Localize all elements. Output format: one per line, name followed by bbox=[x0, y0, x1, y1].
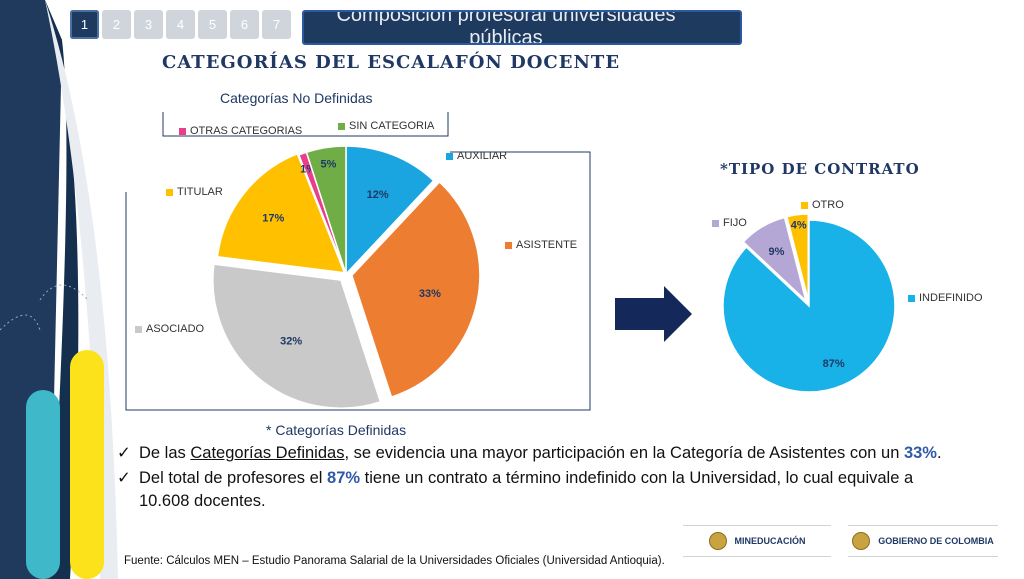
section-heading: CATEGORÍAS DEL ESCALAFÓN DOCENTE bbox=[162, 52, 621, 73]
highlight-value: 87% bbox=[327, 469, 361, 487]
logo-text: GOBIERNO DE COLOMBIA bbox=[878, 536, 994, 546]
checkmark-icon: ✓ bbox=[117, 444, 131, 462]
tab-5[interactable]: 5 bbox=[198, 10, 227, 39]
bullet-text: De las bbox=[139, 444, 191, 462]
bullet-text: . bbox=[936, 444, 942, 462]
page-title: Composición profesoral universidades púb… bbox=[336, 10, 676, 45]
legend-asociado: ASOCIADO bbox=[135, 323, 204, 335]
gobierno-logo: GOBIERNO DE COLOMBIA bbox=[848, 525, 998, 557]
arrow-icon bbox=[615, 286, 692, 342]
tab-1[interactable]: 1 bbox=[70, 10, 99, 39]
legend-swatch bbox=[166, 188, 173, 196]
legend-indefinido: INDEFINIDO bbox=[908, 292, 983, 304]
list-item: ✓ Del total de profesores el 87% tiene u… bbox=[117, 467, 965, 513]
legend-asistente: ASISTENTE bbox=[505, 239, 577, 251]
legend-swatch bbox=[338, 122, 345, 130]
legend-label: ASISTENTE bbox=[516, 239, 578, 251]
title-bar: Composición profesoral universidades púb… bbox=[302, 10, 742, 45]
tab-6[interactable]: 6 bbox=[230, 10, 259, 39]
checkmark-icon: ✓ bbox=[117, 469, 131, 487]
legend-otro: OTRO bbox=[801, 199, 844, 211]
legend-swatch bbox=[712, 219, 719, 227]
pie-slice-asistente bbox=[351, 180, 481, 398]
pie-slice-otro bbox=[785, 213, 809, 301]
legend-label: AUXILIAR bbox=[457, 150, 508, 162]
legend-label: INDEFINIDO bbox=[919, 292, 983, 304]
logo-text: MINEDUCACIÓN bbox=[734, 536, 806, 546]
tab-7[interactable]: 7 bbox=[262, 10, 291, 39]
legend-swatch bbox=[179, 127, 186, 135]
contract-heading: *TIPO DE CONTRATO bbox=[720, 160, 920, 178]
legend-otras-categorias: OTRAS CATEGORIAS bbox=[179, 125, 302, 137]
pie-slice-fijo bbox=[742, 216, 808, 304]
legend-swatch bbox=[505, 241, 512, 249]
pie-slice-titular bbox=[216, 152, 346, 274]
defined-label: * Categorías Definidas bbox=[266, 422, 407, 438]
legend-swatch bbox=[801, 201, 808, 209]
pie-data-label: 87% bbox=[823, 358, 845, 370]
no-defined-label: Categorías No Definidas bbox=[220, 90, 373, 106]
legend-swatch bbox=[446, 152, 453, 160]
pie-data-label: 9% bbox=[768, 246, 784, 258]
mineducacion-logo: MINEDUCACIÓN bbox=[683, 525, 831, 557]
highlight-value: 33% bbox=[903, 444, 937, 462]
bullet-text: Del total de profesores el bbox=[139, 469, 328, 487]
pie-data-label: 32% bbox=[280, 335, 302, 347]
tab-4[interactable]: 4 bbox=[166, 10, 195, 39]
legend-label: FIJO bbox=[723, 217, 747, 229]
legend-swatch bbox=[908, 294, 915, 302]
pie-data-label: 17% bbox=[262, 213, 284, 225]
legend-label: ASOCIADO bbox=[146, 323, 205, 335]
source-note: Fuente: Cálculos MEN – Estudio Panorama … bbox=[124, 555, 665, 567]
legend-sin-categoria: SIN CATEGORIA bbox=[338, 120, 434, 132]
legend-auxiliar: AUXILIAR bbox=[446, 150, 507, 162]
list-item: ✓ De las Categorías Definidas, se eviden… bbox=[117, 442, 965, 465]
pie-data-label: 5% bbox=[321, 158, 337, 170]
pie-data-label: 33% bbox=[419, 288, 441, 300]
tab-3[interactable]: 3 bbox=[134, 10, 163, 39]
legend-titular: TITULAR bbox=[166, 186, 223, 198]
pie-slice-sin-categoria bbox=[305, 145, 347, 275]
pie-slice-auxiliar bbox=[345, 145, 435, 276]
coat-of-arms-icon bbox=[708, 532, 727, 550]
legend-label: OTRO bbox=[812, 199, 844, 211]
bullet-underlined: Categorías Definidas, bbox=[190, 444, 350, 462]
findings-list: ✓ De las Categorías Definidas, se eviden… bbox=[117, 442, 965, 515]
legend-label: TITULAR bbox=[177, 186, 223, 198]
legend-swatch bbox=[135, 325, 142, 333]
legend-fijo: FIJO bbox=[712, 217, 747, 229]
bullet-text: tiene un contrato a término indefinido c… bbox=[139, 469, 914, 510]
legend-label: SIN CATEGORIA bbox=[349, 120, 435, 132]
coat-of-arms-icon bbox=[852, 532, 871, 550]
tab-2[interactable]: 2 bbox=[102, 10, 131, 39]
pie-data-label: 4% bbox=[791, 220, 807, 232]
bullet-text: se evidencia una mayor participación en … bbox=[349, 444, 904, 462]
pie-data-label: 12% bbox=[367, 189, 389, 201]
pie-slice-asociado bbox=[212, 263, 382, 409]
legend-label: OTRAS CATEGORIAS bbox=[190, 125, 303, 137]
pie-slice-indefinido bbox=[722, 219, 896, 393]
